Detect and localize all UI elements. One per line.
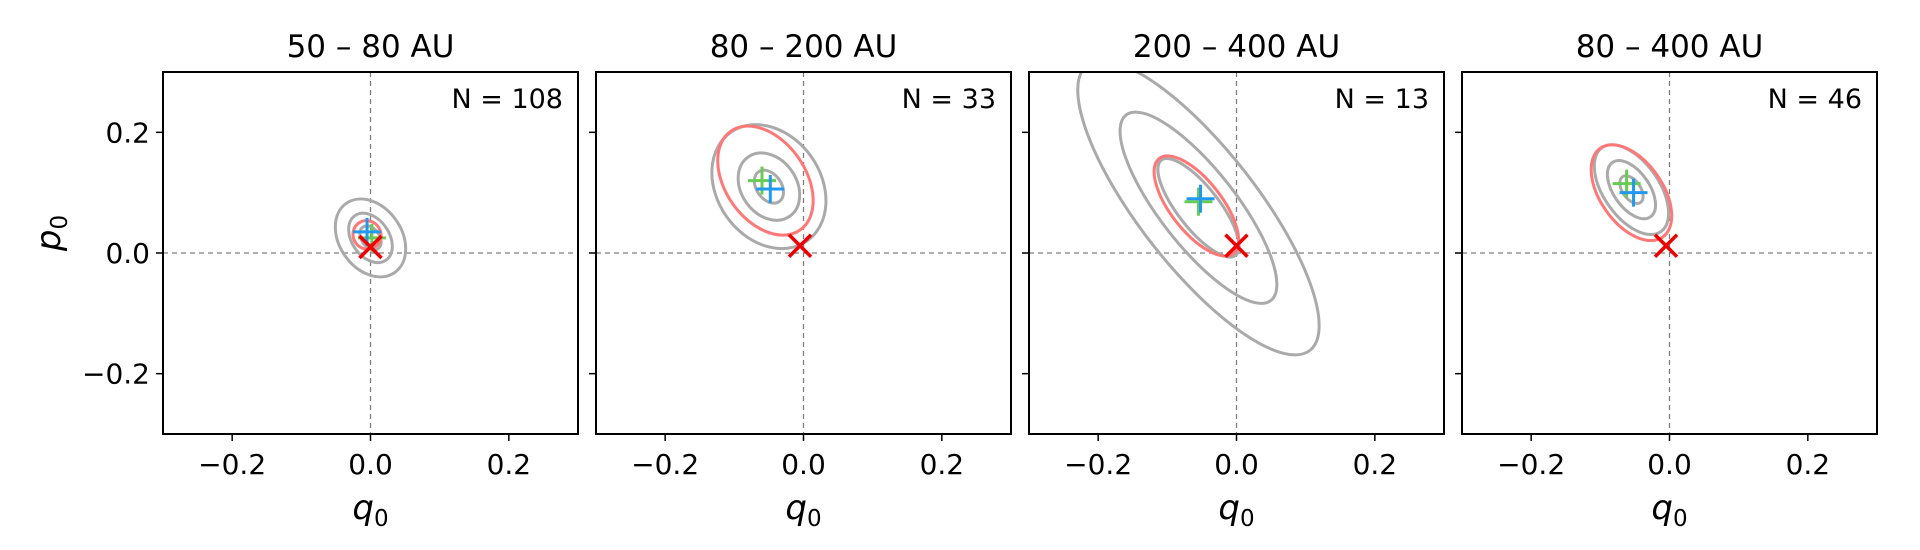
cross-marker xyxy=(1224,233,1249,258)
cross-marker xyxy=(358,234,383,260)
sample-size-label: N = 33 xyxy=(902,84,996,115)
sample-size-label: N = 46 xyxy=(1768,84,1862,115)
panel-title: 200 – 400 AU xyxy=(1133,29,1340,65)
x-axis-label: q0 xyxy=(785,488,821,532)
y-tick-label: 0.2 xyxy=(105,116,150,149)
y-tick-label: 0.0 xyxy=(105,237,150,270)
panel-2: −0.2 0.0 0.2 80 – 200 AUN = 33 q0 xyxy=(589,29,1012,532)
panel-4: −0.2 0.0 0.2 80 – 400 AUN = 46 q0 xyxy=(1455,29,1878,532)
contour-4 xyxy=(716,124,815,237)
x-tick-label: −0.2 xyxy=(1064,448,1132,481)
panels: −0.2 0.0 0.2 −0.2 0.0 0.2 50 – 80 AU N = 108 q0 p… xyxy=(29,29,1878,532)
x-tick-label: 0.2 xyxy=(1353,448,1398,481)
x-tick-label: 0.2 xyxy=(1786,448,1831,481)
x-tick-label: 0.0 xyxy=(348,448,393,481)
x-tick-label: 0.2 xyxy=(920,448,965,481)
plus-marker xyxy=(1186,184,1215,213)
x-axis-label: q0 xyxy=(1218,488,1254,532)
contour-4 xyxy=(1152,154,1241,258)
x-tick-label: 0.2 xyxy=(487,448,532,481)
plot-area xyxy=(1462,72,1877,434)
sample-size-label: N = 13 xyxy=(1335,84,1429,115)
plus-marker xyxy=(1184,187,1213,216)
plot-area xyxy=(596,72,1011,434)
contour-1 xyxy=(333,197,408,279)
x-tick-label: −0.2 xyxy=(631,448,699,481)
contour-3 xyxy=(752,168,785,205)
x-axis-label: q0 xyxy=(352,488,388,532)
contour-2 xyxy=(1605,159,1658,221)
panel-title: 80 – 200 AU xyxy=(710,29,898,65)
plus-marker xyxy=(1619,178,1648,207)
panel-title: 50 – 80 AU xyxy=(287,29,455,65)
y-axis-label: p0 xyxy=(29,215,73,252)
y-tick-label: −0.2 xyxy=(82,358,150,391)
contour-4 xyxy=(1589,143,1674,243)
panel-3: −0.2 0.0 0.2 200 – 400 AU N = 13 q0 xyxy=(1022,29,1445,532)
panel-1: −0.2 0.0 0.2 −0.2 0.0 0.2 50 – 80 AU N = 108 q0 p… xyxy=(29,29,579,532)
x-tick-label: 0.0 xyxy=(781,448,826,481)
x-axis-label: q0 xyxy=(1651,488,1687,532)
x-tick-label: −0.2 xyxy=(198,448,266,481)
panel-title: 80 – 400 AU xyxy=(1576,29,1764,65)
x-tick-label: −0.2 xyxy=(1497,448,1565,481)
cross-marker xyxy=(787,233,813,258)
contour-2 xyxy=(736,151,802,222)
plus-marker xyxy=(756,175,785,204)
contour-4 xyxy=(351,219,383,251)
contour-3 xyxy=(1156,157,1241,259)
sample-size-label: N = 108 xyxy=(451,84,563,115)
x-tick-label: 0.0 xyxy=(1647,448,1692,481)
contour-1 xyxy=(1076,72,1321,357)
contour-2 xyxy=(347,211,394,265)
cross-marker xyxy=(1653,233,1679,258)
contour-2 xyxy=(1118,110,1279,305)
plot-area xyxy=(163,72,578,434)
plot-area xyxy=(1029,72,1444,434)
x-tick-label: 0.0 xyxy=(1214,448,1259,481)
